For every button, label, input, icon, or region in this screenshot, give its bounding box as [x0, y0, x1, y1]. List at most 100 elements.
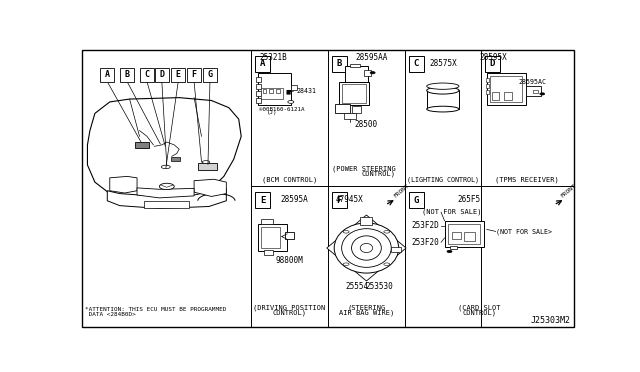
Text: FRONT: FRONT — [560, 183, 578, 198]
Text: B: B — [337, 60, 342, 68]
Text: G: G — [413, 196, 419, 205]
Ellipse shape — [288, 100, 294, 103]
Text: C: C — [413, 60, 419, 68]
Polygon shape — [110, 176, 137, 193]
Bar — [527, 86, 541, 96]
Bar — [261, 219, 273, 224]
Bar — [187, 68, 201, 81]
Text: *ATTENTION: THIS ECU MUST BE PROGRAMMED
 DATA <284B0D>: *ATTENTION: THIS ECU MUST BE PROGRAMMED … — [85, 307, 227, 317]
Ellipse shape — [427, 87, 459, 94]
Bar — [490, 76, 522, 102]
Text: 28595X: 28595X — [479, 53, 507, 62]
Text: 25554: 25554 — [345, 282, 368, 291]
Bar — [256, 84, 261, 89]
Bar — [145, 201, 189, 208]
Bar — [391, 247, 401, 252]
Text: E: E — [176, 70, 180, 79]
Ellipse shape — [343, 231, 349, 233]
Bar — [427, 90, 459, 109]
Bar — [256, 91, 261, 96]
Bar — [285, 232, 294, 240]
Text: 28595AA: 28595AA — [355, 53, 388, 62]
Text: (BCM CONTROL): (BCM CONTROL) — [262, 177, 317, 183]
Text: (TPMS RECEIVER): (TPMS RECEIVER) — [495, 176, 559, 183]
Ellipse shape — [360, 243, 372, 253]
Text: D: D — [159, 70, 164, 79]
Bar — [134, 142, 150, 148]
Bar — [504, 93, 511, 100]
Text: C: C — [145, 70, 150, 79]
Bar — [257, 224, 287, 251]
Bar — [486, 90, 489, 94]
Text: (NOT FOR SALE>: (NOT FOR SALE> — [495, 228, 552, 235]
Bar — [198, 163, 217, 170]
Ellipse shape — [540, 93, 545, 95]
Text: 253F2D: 253F2D — [412, 221, 439, 230]
Bar — [352, 106, 361, 113]
Bar — [360, 217, 372, 225]
Ellipse shape — [384, 231, 390, 233]
Text: 28595AC: 28595AC — [518, 79, 547, 85]
Text: (STEERING: (STEERING — [348, 304, 385, 311]
Text: 98800M: 98800M — [276, 256, 303, 265]
Bar — [332, 192, 347, 208]
Bar — [140, 68, 154, 81]
Bar — [261, 227, 280, 248]
Text: CONTROL): CONTROL) — [362, 170, 396, 177]
Bar — [120, 68, 134, 81]
Polygon shape — [194, 179, 227, 196]
Text: CONTROL): CONTROL) — [462, 309, 496, 316]
Text: F: F — [191, 70, 196, 79]
Bar — [445, 221, 484, 247]
Text: E: E — [260, 196, 265, 205]
Bar — [335, 104, 350, 113]
Polygon shape — [327, 215, 406, 281]
Text: (DRIVING POSITION: (DRIVING POSITION — [253, 304, 326, 311]
Ellipse shape — [384, 263, 390, 266]
Polygon shape — [137, 188, 194, 198]
Bar — [344, 113, 356, 119]
Text: A: A — [260, 60, 265, 68]
Bar — [155, 68, 169, 81]
Text: ®00B160-6121A: ®00B160-6121A — [259, 107, 304, 112]
Polygon shape — [108, 189, 227, 208]
Text: (LIGHTING CONTROL): (LIGHTING CONTROL) — [407, 176, 479, 183]
Bar — [257, 73, 291, 105]
Bar — [533, 90, 538, 93]
Ellipse shape — [427, 83, 459, 89]
Bar — [452, 232, 461, 240]
Bar — [486, 73, 526, 105]
Bar — [261, 87, 284, 99]
Bar — [262, 89, 266, 93]
Text: 25321B: 25321B — [260, 53, 287, 62]
Bar — [484, 56, 500, 72]
Text: A: A — [105, 70, 110, 79]
Bar — [409, 56, 424, 72]
Ellipse shape — [351, 236, 381, 260]
Bar — [255, 56, 270, 72]
Bar — [256, 97, 261, 103]
Bar — [342, 84, 365, 103]
Bar — [172, 68, 185, 81]
Bar — [256, 77, 261, 82]
Text: D: D — [490, 60, 495, 68]
Bar — [346, 66, 368, 82]
Polygon shape — [88, 97, 241, 203]
Text: 28575X: 28575X — [429, 59, 457, 68]
Ellipse shape — [334, 223, 399, 273]
Bar — [465, 232, 476, 241]
Ellipse shape — [342, 229, 391, 267]
Text: (POWER STEERING: (POWER STEERING — [332, 166, 396, 173]
Text: F: F — [337, 196, 342, 205]
Text: 28500: 28500 — [355, 121, 378, 129]
Text: (NOT FOR SALE): (NOT FOR SALE) — [422, 209, 482, 215]
Ellipse shape — [370, 71, 375, 74]
Bar — [339, 82, 369, 105]
Bar — [100, 68, 114, 81]
Bar — [492, 93, 499, 100]
Ellipse shape — [161, 165, 170, 169]
Bar — [203, 68, 217, 81]
Text: CONTROL): CONTROL) — [273, 309, 307, 316]
Text: ■: ■ — [285, 90, 291, 95]
Text: AIR BAG WIRE): AIR BAG WIRE) — [339, 309, 394, 316]
